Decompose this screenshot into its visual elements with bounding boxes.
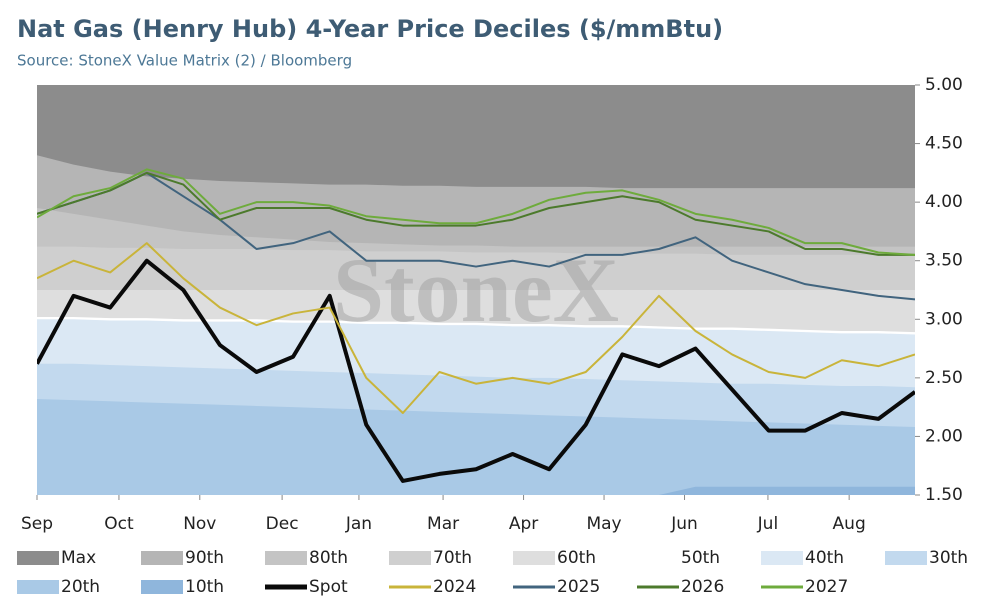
y-tick-label: 3.00: [925, 309, 963, 329]
chart-subtitle: Source: StoneX Value Matrix (2) / Bloomb…: [17, 52, 352, 70]
legend-label: Max: [61, 548, 96, 568]
legend-label: Spot: [309, 577, 348, 597]
legend-swatch: [265, 551, 307, 565]
x-tick-label: Aug: [833, 514, 866, 534]
y-tick-label: 5.00: [925, 75, 963, 95]
legend-label: 2024: [433, 577, 476, 597]
legend-swatch: [885, 551, 927, 565]
legend-swatch: [141, 551, 183, 565]
legend-label: 2026: [681, 577, 724, 597]
price-line: [37, 168, 915, 256]
legend-label: 70th: [433, 548, 472, 568]
price-line: [37, 258, 915, 483]
x-tick-label: Apr: [509, 514, 538, 534]
y-tick-label: 2.00: [925, 426, 963, 446]
x-tick-label: Sep: [21, 514, 53, 534]
price-line: [37, 242, 915, 414]
y-tick-label: 3.50: [925, 251, 963, 271]
watermark: StoneX: [333, 239, 619, 341]
x-tick-label: Jul: [757, 514, 779, 534]
y-tick-label: 4.50: [925, 134, 963, 154]
legend-label: 40th: [805, 548, 844, 568]
chart-title: Nat Gas (Henry Hub) 4-Year Price Deciles…: [17, 15, 723, 43]
x-tick-label: Mar: [427, 514, 459, 534]
legend-label: 30th: [929, 548, 968, 568]
legend-label: 80th: [309, 548, 348, 568]
legend-swatch: [17, 551, 59, 565]
legend-label: 10th: [185, 577, 224, 597]
x-tick-label: Jan: [345, 514, 372, 534]
legend-label: 50th: [681, 548, 720, 568]
legend-label: 2027: [805, 577, 848, 597]
legend-label: 20th: [61, 577, 100, 597]
legend-label: 60th: [557, 548, 596, 568]
price-line: [37, 171, 915, 301]
x-tick-label: Oct: [104, 514, 134, 534]
x-tick-label: Dec: [266, 514, 299, 534]
legend-label: 90th: [185, 548, 224, 568]
legend-swatch: [761, 551, 803, 565]
y-tick-label: 4.00: [925, 192, 963, 212]
x-tick-label: Jun: [670, 514, 698, 534]
decile-band: [37, 398, 915, 495]
price-line: [37, 171, 915, 256]
legend-swatch: [17, 580, 59, 594]
legend-label: 2025: [557, 577, 600, 597]
legend-swatch: [637, 551, 679, 565]
legend-swatch: [389, 551, 431, 565]
legend-swatch: [141, 580, 183, 594]
legend-swatch: [513, 551, 555, 565]
plot-area: StoneX: [37, 85, 915, 495]
x-tick-label: Nov: [183, 514, 216, 534]
y-tick-label: 2.50: [925, 368, 963, 388]
decile-band: [37, 486, 915, 495]
x-tick-label: May: [586, 514, 621, 534]
y-tick-label: 1.50: [925, 485, 963, 505]
